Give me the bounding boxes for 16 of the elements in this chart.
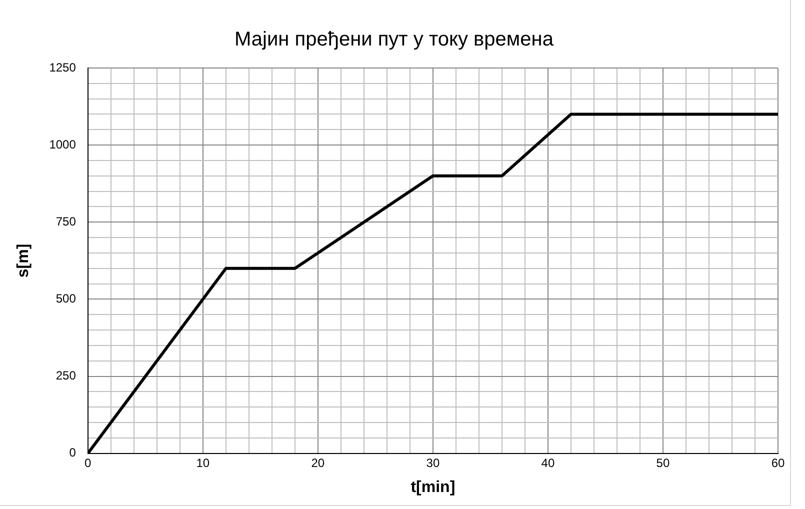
x-tick-label: 60 — [771, 456, 785, 470]
x-tick-label: 50 — [656, 456, 670, 470]
chart-title: Мајин пређени пут у току времена — [234, 28, 554, 51]
y-tick-label: 750 — [56, 214, 76, 228]
y-axis-title: s[m] — [15, 244, 32, 278]
x-tick-label: 20 — [311, 456, 325, 470]
x-axis-title: t[min] — [410, 478, 456, 496]
y-tick-label: 1250 — [49, 60, 76, 74]
y-tick-label: 250 — [56, 368, 76, 383]
x-tick-label: 0 — [84, 456, 92, 470]
x-tick-label: 40 — [541, 456, 555, 470]
y-tick-label: 500 — [56, 292, 76, 306]
x-tick-label: 30 — [426, 456, 440, 470]
x-tick-label: 10 — [196, 456, 210, 470]
y-tick-label: 1000 — [49, 137, 76, 152]
y-tick-label: 0 — [69, 446, 76, 460]
